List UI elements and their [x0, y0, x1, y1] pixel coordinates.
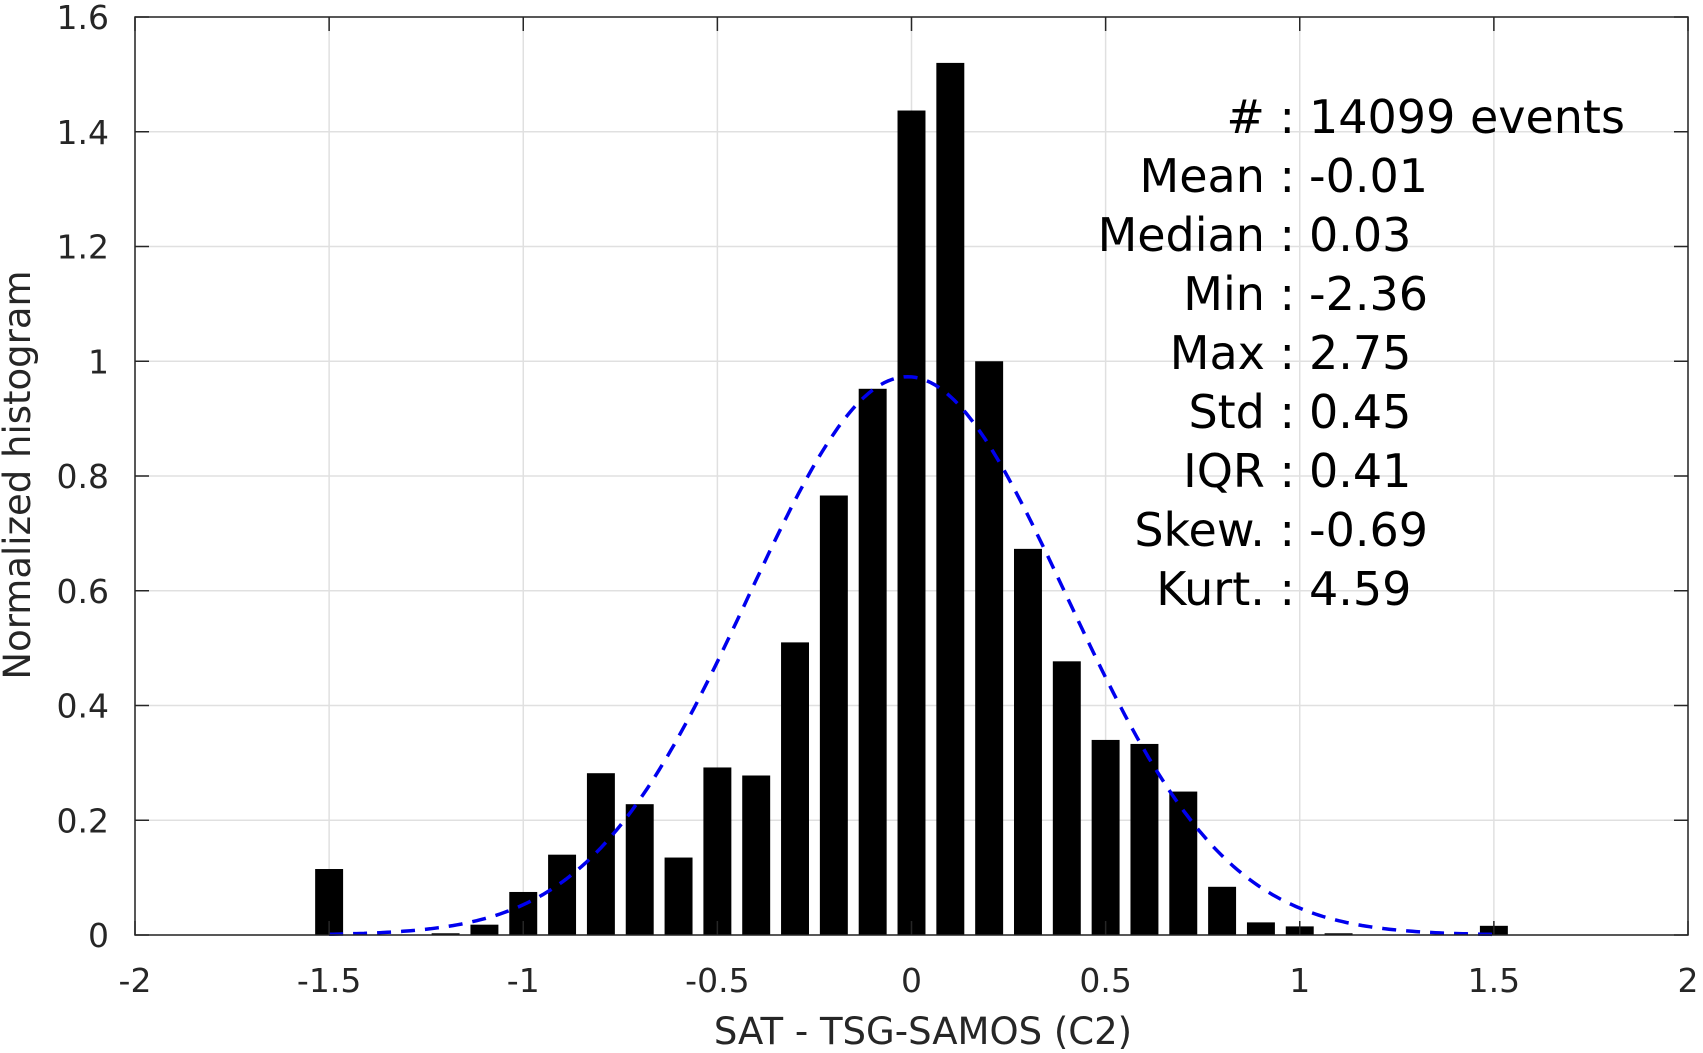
normal-fit-curve [329, 374, 1494, 937]
y-tick-label: 1 [88, 342, 109, 381]
stat-value: 0.41 [1309, 444, 1411, 498]
stat-label: Min : [1183, 267, 1295, 321]
histogram-bar [1013, 548, 1042, 935]
y-tick-label: 1.4 [57, 113, 109, 152]
x-tick-label: 1 [1289, 961, 1310, 1000]
x-tick-label: -0.5 [685, 961, 749, 1000]
stat-label: Std : [1188, 385, 1295, 439]
histogram-bar [781, 642, 810, 935]
histogram-bars [315, 62, 1508, 936]
x-tick-label: 1.5 [1468, 961, 1520, 1000]
histogram-bar [819, 495, 848, 935]
x-axis-label: SAT - TSG-SAMOS (C2) [714, 1010, 1132, 1053]
y-tick-label: 0.8 [57, 457, 109, 496]
histogram-bar [897, 110, 926, 936]
histogram-bar [1169, 791, 1198, 935]
stat-label: IQR : [1183, 444, 1295, 498]
x-tick-labels: -2 -1.5 -1 -0.5 0 0.5 1 1.5 2 [119, 961, 1699, 1000]
stat-label: Median : [1098, 208, 1295, 262]
stat-value: 2.75 [1309, 326, 1411, 380]
histogram-bar [586, 773, 615, 935]
stat-label: Max : [1170, 326, 1295, 380]
y-tick-label: 0 [88, 916, 109, 955]
histogram-bar [1130, 743, 1159, 935]
stat-value: -2.36 [1309, 267, 1428, 321]
histogram-bar [1208, 886, 1237, 935]
histogram-bar [470, 924, 499, 935]
x-tick-label: 0 [901, 961, 922, 1000]
histogram-bar [858, 388, 887, 935]
histogram-bar [548, 854, 577, 935]
axis-ticks [134, 16, 1689, 936]
stat-label: Skew. : [1134, 503, 1295, 557]
y-tick-label: 1.2 [57, 228, 109, 267]
x-tick-label: -2 [119, 961, 152, 1000]
histogram-bar [703, 767, 732, 935]
histogram-bar [975, 361, 1004, 935]
histogram-bar [1324, 933, 1353, 935]
y-tick-labels: 0 0.2 0.4 0.6 0.8 1 1.2 1.4 1.6 [57, 0, 109, 955]
histogram-bar [742, 775, 771, 935]
y-tick-label: 0.4 [57, 687, 109, 726]
histogram-bar [625, 804, 654, 935]
histogram-bar [1052, 661, 1081, 935]
histogram-bar [936, 62, 965, 935]
stat-label: Mean : [1140, 149, 1295, 203]
stat-value: 0.45 [1309, 385, 1411, 439]
y-tick-label: 0.6 [57, 572, 109, 611]
stat-label: Kurt. : [1156, 562, 1295, 616]
x-tick-label: -1 [507, 961, 540, 1000]
y-axis-label: Normalized histogram [0, 270, 39, 679]
y-tick-label: 0.2 [57, 801, 109, 840]
x-tick-label: -1.5 [297, 961, 361, 1000]
histogram-bar [431, 933, 460, 935]
histogram-bar [1246, 922, 1275, 935]
stat-label: # : [1226, 90, 1295, 144]
stat-value: -0.01 [1309, 149, 1428, 203]
x-tick-label: 0.5 [1079, 961, 1131, 1000]
x-tick-label: 2 [1678, 961, 1699, 1000]
stat-value: -0.69 [1309, 503, 1428, 557]
stat-value: 0.03 [1309, 208, 1411, 262]
histogram-bar [664, 857, 693, 935]
stat-value: 14099 events [1309, 90, 1625, 144]
stat-value: 4.59 [1309, 562, 1411, 616]
histogram-bar [1091, 739, 1120, 935]
statistics-annotation: # : 14099 events Mean : -0.01 Median : 0.03 Mi… [1098, 90, 1625, 616]
y-tick-label: 1.6 [57, 0, 109, 37]
